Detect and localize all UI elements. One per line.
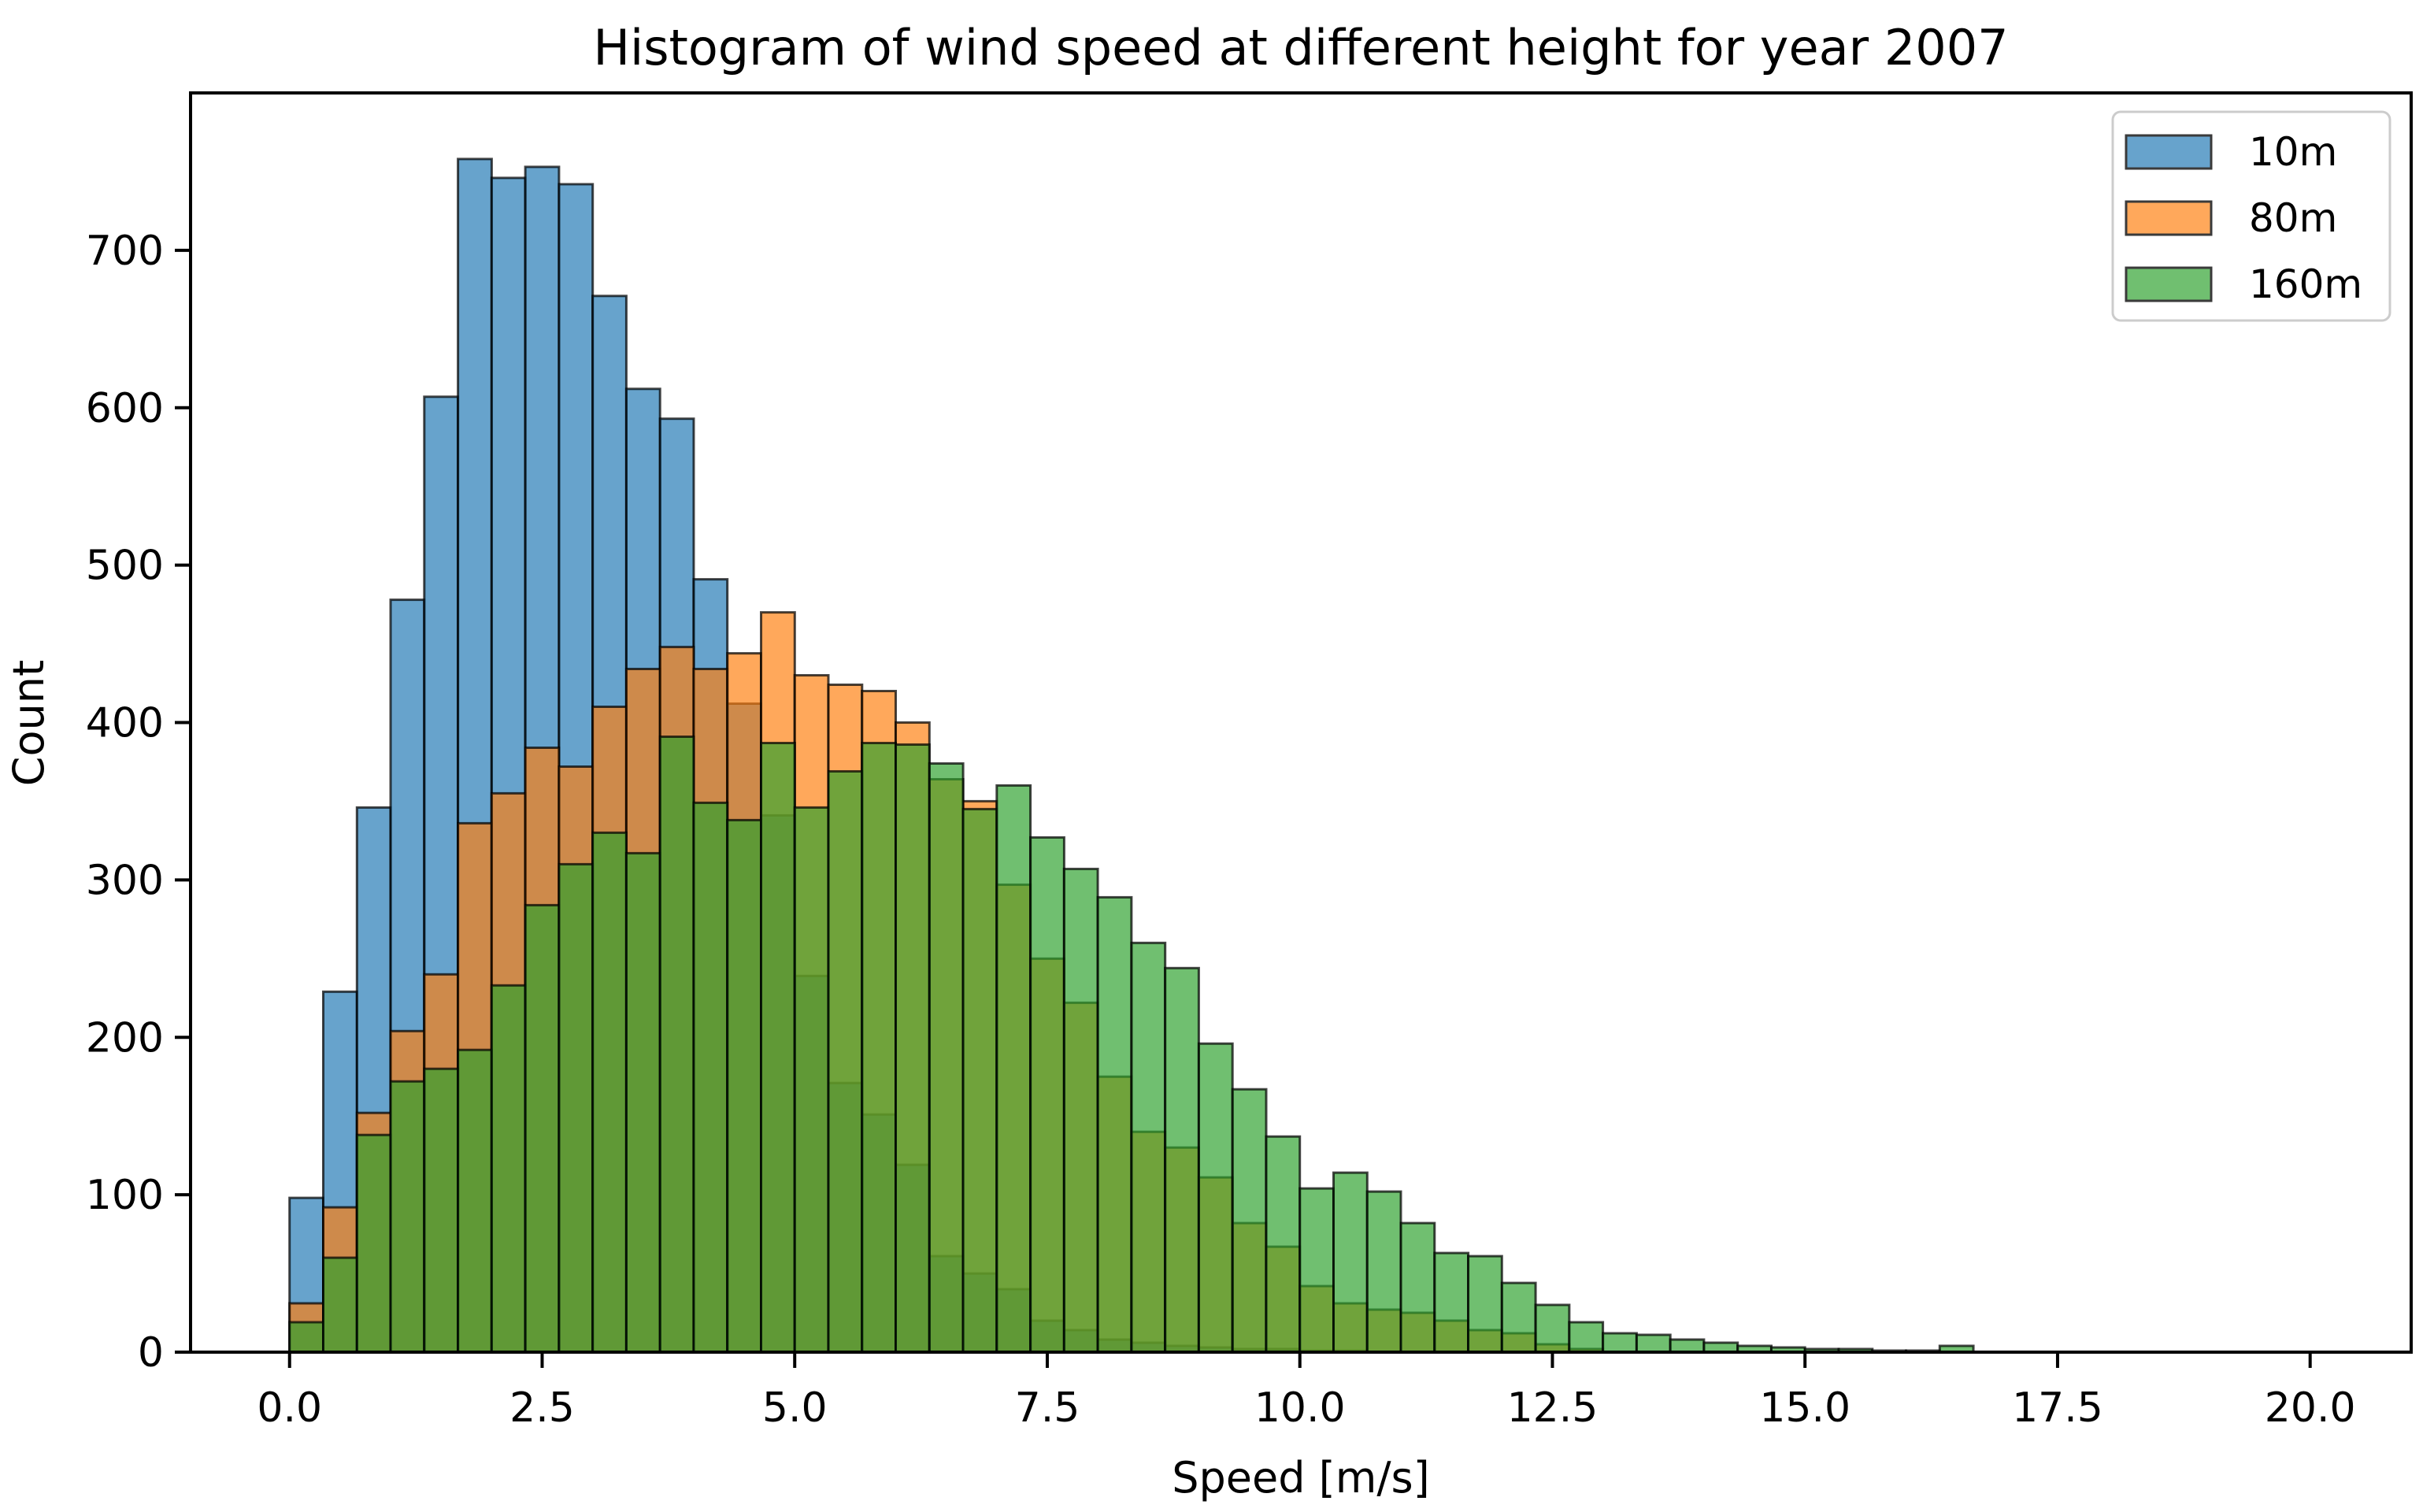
y-tick-label: 400 xyxy=(86,700,164,747)
bar-160m-bin14 xyxy=(760,742,796,1354)
bar-160m-bin6 xyxy=(490,984,527,1354)
bar-160m-bin34 xyxy=(1433,1251,1470,1354)
legend: 10m 80m 160m xyxy=(2111,110,2391,322)
bar-160m-bin31 xyxy=(1332,1171,1369,1354)
bar-160m-bin3 xyxy=(389,1080,426,1354)
x-tick-label: 10.0 xyxy=(1254,1384,1346,1432)
bar-160m-bin39 xyxy=(1602,1332,1638,1354)
bar-160m-bin13 xyxy=(726,818,763,1354)
x-tick-label: 12.5 xyxy=(1507,1384,1599,1432)
bar-160m-bin10 xyxy=(624,851,661,1354)
bar-160m-bin25 xyxy=(1130,941,1167,1354)
legend-label-10m: 10m xyxy=(2249,129,2337,175)
legend-swatch-10m xyxy=(2125,134,2213,170)
bar-160m-bin2 xyxy=(355,1133,392,1354)
legend-swatch-80m xyxy=(2125,200,2213,236)
x-tick-label: 20.0 xyxy=(2265,1384,2356,1432)
bar-160m-bin23 xyxy=(1062,867,1099,1354)
bar-160m-bin32 xyxy=(1365,1190,1402,1354)
bar-160m-bin5 xyxy=(457,1048,493,1354)
bars-layer xyxy=(288,158,1975,1354)
y-axis-label: Count xyxy=(4,660,54,786)
legend-label-160m: 160m xyxy=(2249,261,2362,307)
bar-160m-bin28 xyxy=(1231,1088,1268,1354)
x-tick-label: 2.5 xyxy=(509,1384,575,1432)
series-160m-bars xyxy=(288,736,1975,1354)
bar-160m-bin27 xyxy=(1197,1042,1234,1354)
y-tick-label: 600 xyxy=(86,385,164,432)
bar-160m-bin29 xyxy=(1265,1135,1302,1354)
bar-160m-bin37 xyxy=(1534,1303,1571,1354)
x-tick-label: 0.0 xyxy=(257,1384,322,1432)
legend-swatch-160m xyxy=(2125,266,2213,302)
bar-160m-bin0 xyxy=(288,1321,325,1354)
bar-160m-bin40 xyxy=(1635,1333,1672,1354)
x-tick-label: 7.5 xyxy=(1015,1384,1080,1432)
bar-160m-bin15 xyxy=(793,806,830,1354)
bar-160m-bin35 xyxy=(1467,1254,1503,1354)
chart-title: Histogram of wind speed at different hei… xyxy=(593,19,2008,76)
y-tick-label: 100 xyxy=(86,1172,164,1219)
y-tick-label: 700 xyxy=(86,228,164,275)
y-tick-label: 0 xyxy=(138,1329,164,1377)
bar-160m-bin19 xyxy=(928,762,965,1354)
bar-160m-bin12 xyxy=(692,801,729,1354)
bar-160m-bin7 xyxy=(524,903,561,1354)
bar-160m-bin11 xyxy=(658,736,695,1354)
bar-160m-bin18 xyxy=(895,743,931,1354)
axes-layer: 0.0 2.5 5.0 7.5 10.0 12.5 15.0 17.5 20.0 0 100 200 3… xyxy=(86,91,2413,1432)
bar-160m-bin41 xyxy=(1669,1338,1706,1354)
bar-160m-bin8 xyxy=(558,862,595,1354)
bar-160m-bin4 xyxy=(423,1067,460,1354)
bar-160m-bin30 xyxy=(1299,1187,1335,1354)
bar-160m-bin16 xyxy=(827,770,864,1354)
legend-label-80m: 80m xyxy=(2249,195,2337,241)
bar-160m-bin38 xyxy=(1568,1321,1605,1354)
bar-160m-bin1 xyxy=(322,1256,358,1354)
bar-160m-bin17 xyxy=(861,742,897,1354)
x-axis-label: Speed [m/s] xyxy=(1172,1453,1430,1503)
y-tick-label: 300 xyxy=(86,857,164,904)
bar-160m-bin24 xyxy=(1096,895,1133,1354)
bar-160m-bin33 xyxy=(1399,1221,1436,1354)
y-tick-label: 200 xyxy=(86,1014,164,1062)
bar-160m-bin21 xyxy=(995,784,1032,1354)
bar-160m-bin22 xyxy=(1029,836,1065,1354)
x-tick-label: 5.0 xyxy=(762,1384,828,1432)
y-tick-label: 500 xyxy=(86,543,164,590)
bar-160m-bin9 xyxy=(591,831,628,1354)
bar-160m-bin26 xyxy=(1164,966,1200,1354)
bar-160m-bin20 xyxy=(961,807,998,1354)
x-tick-label: 17.5 xyxy=(2012,1384,2103,1432)
x-tick-label: 15.0 xyxy=(1759,1384,1851,1432)
bar-160m-bin36 xyxy=(1500,1281,1537,1354)
